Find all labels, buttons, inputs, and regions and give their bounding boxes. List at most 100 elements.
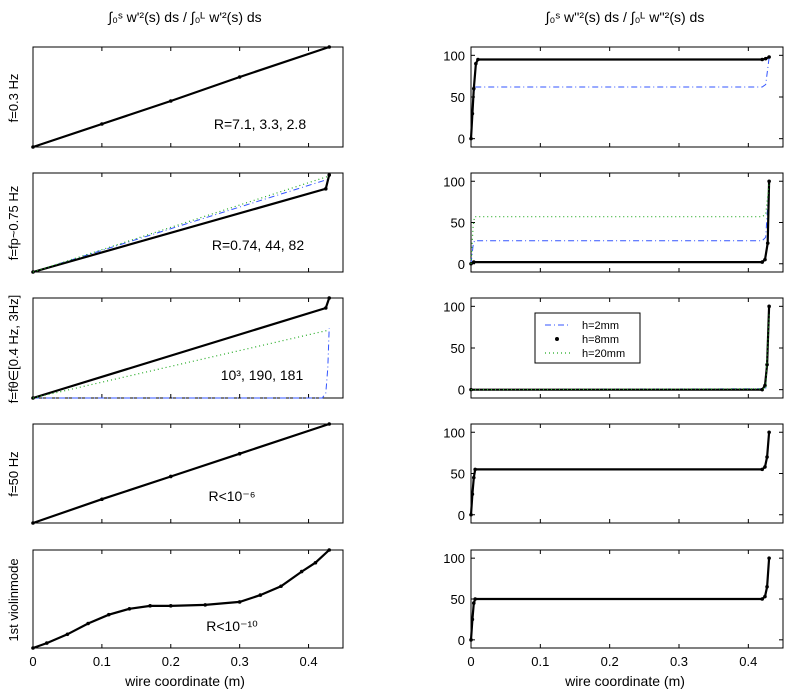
panel-r0-c1: 0 50 100 <box>443 46 784 148</box>
row-label-4: 1st violinmode <box>6 558 21 641</box>
panels-group: 0 50 100 0 50 100 0 50 100 0 50 100 0 0.1 0.2 0.3 0.4 0 0.… <box>29 45 784 669</box>
data-point <box>327 548 332 552</box>
data-point <box>470 617 475 622</box>
series-line-h-20mm <box>470 183 770 264</box>
data-point <box>237 451 242 456</box>
series-line-h-20mm <box>470 314 770 391</box>
data-point <box>148 604 152 608</box>
y-tick-label: 0 <box>458 383 465 398</box>
y-tick-label: 50 <box>451 467 465 482</box>
panel-r3-c0 <box>31 422 344 525</box>
y-tick-label: 0 <box>458 257 465 272</box>
panel-frame <box>32 297 344 399</box>
series-line-h-2mm <box>32 178 330 273</box>
data-point <box>469 638 473 642</box>
data-point <box>760 597 764 601</box>
data-point <box>763 383 767 388</box>
data-point <box>471 475 476 480</box>
data-point <box>469 136 473 141</box>
data-point <box>473 467 477 472</box>
data-point <box>168 99 173 103</box>
data-point <box>765 362 769 367</box>
y-tick-label: 50 <box>451 341 465 356</box>
column-title-left: ∫₀ˢ w'²(s) ds / ∫₀ᴸ w'²(s) ds <box>107 9 261 25</box>
panel-r0-c0 <box>31 45 344 149</box>
y-tick-label: 100 <box>443 551 465 566</box>
y-tick-label: 100 <box>443 425 465 440</box>
data-point <box>469 512 473 517</box>
data-point <box>327 422 332 426</box>
y-tick-label: 50 <box>451 216 465 231</box>
series-line-h-8mm <box>469 558 771 640</box>
data-point <box>767 304 771 309</box>
x-tick-label: 0 <box>467 654 474 669</box>
data-point <box>100 497 104 502</box>
legend-label-h8: h=8mm <box>582 334 619 346</box>
series-line-h-2mm <box>470 182 770 264</box>
data-point <box>323 187 328 191</box>
data-point <box>258 593 263 597</box>
data-point <box>763 594 767 599</box>
x-axis-label-left: wire coordinate (m) <box>124 673 245 689</box>
data-point <box>471 260 476 264</box>
annotation-row-3: R<10⁻⁶ <box>208 488 255 504</box>
data-point <box>763 257 767 262</box>
annotation-row-1: R=0.74, 44, 82 <box>212 237 304 253</box>
panel-frame <box>470 423 784 524</box>
data-point <box>765 455 769 459</box>
y-tick-label: 0 <box>458 508 465 523</box>
panel-r1-c1: 0 50 100 <box>443 172 784 273</box>
x-tick-label: 0.3 <box>231 654 249 669</box>
series-line-h-8mm <box>469 56 770 139</box>
x-tick-label: 0.3 <box>670 654 688 669</box>
legend-label-h20: h=20mm <box>582 348 625 360</box>
data-point <box>127 607 132 611</box>
panel-frame <box>470 46 784 148</box>
panel-r2-c1: 0 50 100 <box>443 297 784 399</box>
row-label-0: f=0.3 Hz <box>6 74 21 123</box>
panel-frame <box>470 172 784 273</box>
data-point <box>470 111 475 116</box>
data-point <box>279 584 283 589</box>
annotation-row-0: R=7.1, 3.3, 2.8 <box>214 116 306 132</box>
series-line-h-20mm <box>32 175 330 273</box>
data-point <box>473 597 477 601</box>
row-label-3: f=50 Hz <box>6 451 21 496</box>
y-tick-label: 100 <box>443 174 465 189</box>
data-point <box>203 603 208 607</box>
panel-r1-c0 <box>31 172 344 274</box>
x-tick-label: 0.4 <box>739 654 757 669</box>
x-tick-label: 0.1 <box>93 654 111 669</box>
data-point <box>470 492 475 496</box>
panel-r2-c0 <box>31 296 344 400</box>
series-line-h-8mm <box>470 181 771 265</box>
data-point <box>44 641 49 645</box>
series-line-h-8mm <box>32 422 330 525</box>
series-line-h-2mm <box>33 327 330 399</box>
legend-label-h2: h=2mm <box>582 320 619 332</box>
y-tick-label: 100 <box>443 48 465 63</box>
x-tick-label: 0 <box>29 654 36 669</box>
legend-swatch-h8 <box>555 337 559 341</box>
data-point <box>313 560 318 565</box>
x-axis-label-right: wire coordinate (m) <box>564 673 685 689</box>
series-line-h-2mm <box>470 57 770 139</box>
column-title-right: ∫₀ˢ w''²(s) ds / ∫₀ᴸ w''²(s) ds <box>545 9 705 25</box>
data-point <box>31 145 35 149</box>
data-point <box>471 86 476 91</box>
data-point <box>168 474 173 479</box>
y-tick-label: 100 <box>443 299 465 314</box>
data-point <box>763 465 767 469</box>
data-point <box>763 56 768 61</box>
panel-frame <box>32 172 344 273</box>
data-point <box>100 122 104 126</box>
y-tick-label: 0 <box>458 132 465 147</box>
data-point <box>760 57 764 62</box>
y-tick-label: 0 <box>458 633 465 648</box>
row-label-2: f=fθ∈[0.4 Hz, 3Hz] <box>6 295 21 404</box>
data-point <box>476 57 480 62</box>
panel-frame <box>32 549 344 649</box>
data-point <box>323 306 328 310</box>
legend-box <box>534 312 641 364</box>
